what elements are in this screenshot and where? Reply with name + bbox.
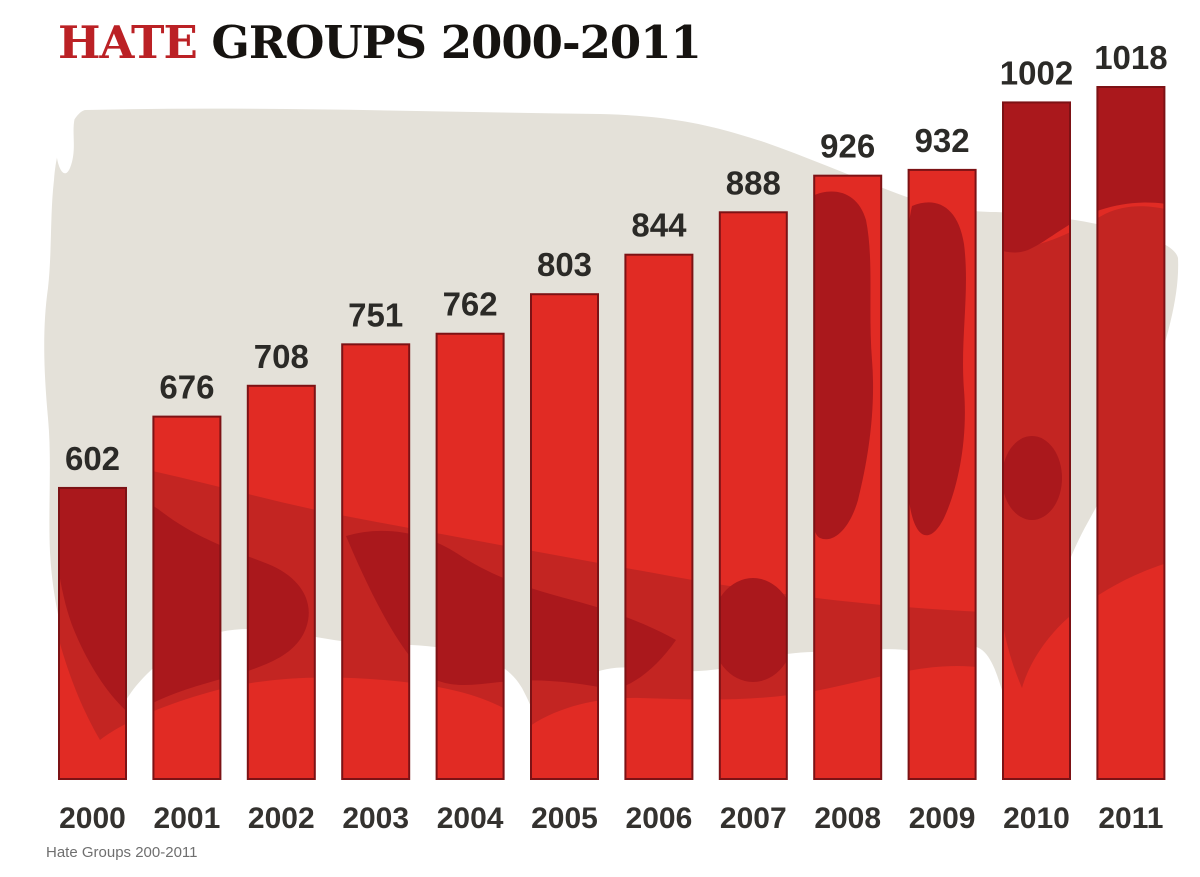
- value-label-2010: 1002: [1000, 54, 1073, 91]
- x-axis-label-2010: 2010: [1003, 802, 1070, 835]
- bar-outlines: [58, 86, 1166, 781]
- x-axis-label-2006: 2006: [626, 802, 693, 835]
- x-axis-label-2001: 2001: [154, 802, 221, 835]
- value-label-2002: 708: [254, 338, 309, 375]
- value-label-2001: 676: [159, 369, 214, 406]
- page-title: HATE GROUPS 2000-2011: [58, 16, 702, 69]
- x-axis-label-2011: 2011: [1098, 802, 1163, 835]
- value-label-2008: 926: [820, 128, 875, 165]
- value-label-2005: 803: [537, 246, 592, 283]
- value-label-2000: 602: [65, 440, 120, 477]
- bar-2006: [625, 254, 693, 779]
- x-axis-labels: 2000 2001 2002 2003 2004 2005 2006 2007 2008 2009…: [59, 802, 1163, 835]
- x-axis-label-2002: 2002: [248, 802, 315, 835]
- value-label-2009: 932: [915, 122, 970, 159]
- value-label-2011: 1018: [1094, 39, 1167, 76]
- title-rest: GROUPS 2000-2011: [196, 16, 701, 69]
- title-highlight: HATE: [58, 16, 198, 69]
- x-axis-label-2008: 2008: [814, 802, 881, 835]
- value-label-2007: 888: [726, 164, 781, 201]
- value-label-2003: 751: [348, 296, 403, 333]
- us-map-silhouette: [44, 108, 1179, 758]
- x-axis-label-2000: 2000: [59, 802, 126, 835]
- x-axis-label-2009: 2009: [909, 802, 976, 835]
- value-label-2004: 762: [443, 286, 498, 323]
- x-axis-label-2007: 2007: [720, 802, 787, 835]
- map-coast-notch: [56, 114, 76, 174]
- x-axis-label-2003: 2003: [342, 802, 409, 835]
- value-label-2006: 844: [631, 207, 687, 244]
- x-axis-label-2005: 2005: [531, 802, 598, 835]
- source-caption: Hate Groups 200-2011: [46, 844, 198, 861]
- x-axis-label-2004: 2004: [437, 802, 504, 835]
- value-labels: 602 676 708 751 762 803 844 888 926 932 1002 1018: [65, 39, 1168, 477]
